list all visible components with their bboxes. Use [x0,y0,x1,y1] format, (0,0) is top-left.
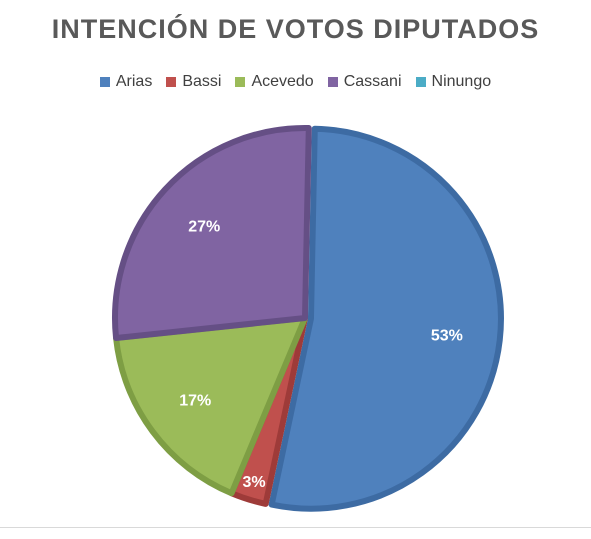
chart-bottom-border [0,527,591,528]
legend-swatch-bassi [166,77,177,87]
legend-swatch-cassani [327,77,338,87]
pie-slice-arias [268,125,504,512]
pie-slice-acevedo [113,315,308,497]
legend-entry-ninungo: Ninungo [415,73,492,91]
legend-entry-acevedo: Acevedo [235,73,314,91]
legend-label-bassi: Bassi [182,73,222,90]
data-label-acevedo: 17% [179,393,211,410]
legend-swatch-arias [99,77,110,87]
legend-label-cassani: Cassani [343,73,402,90]
legend-label-ninungo: Ninungo [431,73,492,90]
chart-title: INTENCIÓN DE VOTOS DIPUTADOS [51,14,540,44]
pie-slice-cassani [112,125,312,342]
data-label-cassani: 27% [188,218,220,235]
data-label-bassi: 3% [242,474,265,491]
data-label-arias: 53% [431,327,463,344]
chart-legend: Arias Bassi Acevedo Cassani Ninungo [0,73,591,91]
legend-entry-bassi: Bassi [166,73,221,91]
legend-label-acevedo: Acevedo [251,73,314,90]
legend-swatch-ninungo [415,77,426,87]
legend-entry-arias: Arias [99,73,153,91]
legend-swatch-acevedo [235,77,246,87]
legend-label-arias: Arias [115,73,153,90]
legend-entry-cassani: Cassani [327,73,402,91]
